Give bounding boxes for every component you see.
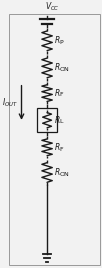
Text: F: F — [60, 92, 63, 97]
Text: R: R — [55, 143, 60, 152]
Text: F: F — [60, 147, 63, 152]
Bar — [37, 108, 58, 132]
Text: R: R — [55, 36, 60, 45]
Text: R: R — [55, 64, 60, 72]
Text: R: R — [55, 116, 60, 125]
Text: R: R — [55, 89, 60, 98]
Text: ON: ON — [60, 67, 70, 72]
Text: P: P — [60, 40, 63, 45]
Text: $V_{CC}$: $V_{CC}$ — [45, 1, 59, 13]
Text: R: R — [55, 168, 60, 177]
Text: ON: ON — [60, 172, 70, 177]
Text: L: L — [60, 120, 63, 125]
Text: $I_{OUT}$: $I_{OUT}$ — [2, 96, 18, 109]
